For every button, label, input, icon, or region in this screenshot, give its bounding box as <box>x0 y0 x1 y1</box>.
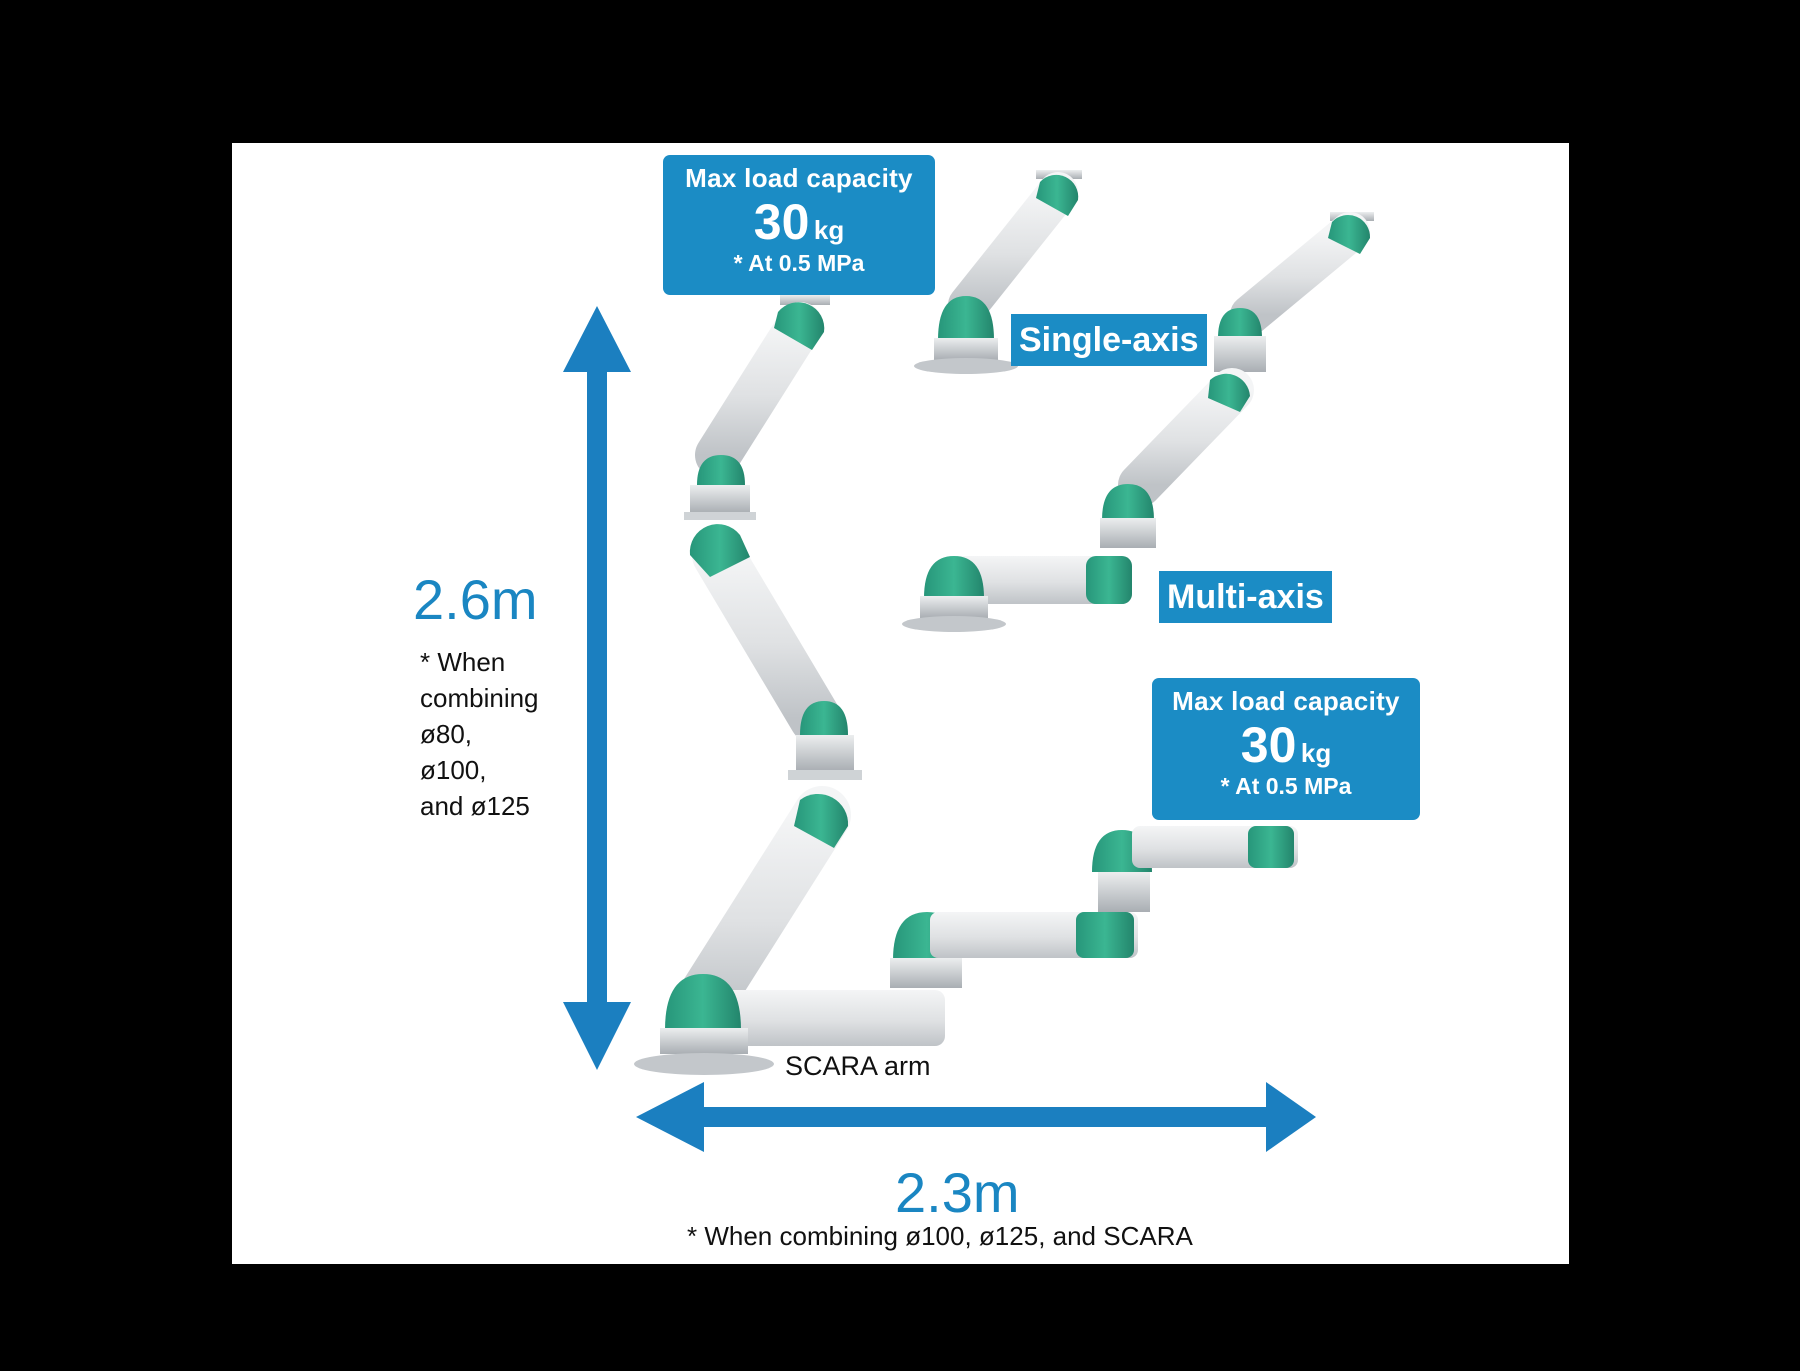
load-capacity-callout-bottom: Max load capacity 30 kg * At 0.5 MPa <box>1152 678 1420 820</box>
callout-heading: Max load capacity <box>685 163 913 193</box>
single-axis-arm <box>914 170 1082 374</box>
width-dimension-note: * When combining ø100, ø125, and SCARA <box>687 1221 1193 1251</box>
multi-axis-arm <box>902 212 1374 632</box>
callout-note: * At 0.5 MPa <box>1220 773 1352 799</box>
callout-unit: kg <box>1300 738 1332 768</box>
callout-note: * At 0.5 MPa <box>733 250 865 276</box>
vertical-dimension-arrow <box>563 306 631 1070</box>
callout-value: 30 <box>1240 717 1297 773</box>
load-capacity-callout-top: Max load capacity 30 kg * At 0.5 MPa <box>663 155 935 295</box>
width-dimension-value: 2.3m <box>895 1161 1020 1224</box>
note-line: combining <box>420 683 539 713</box>
height-dimension-note: * When combining ø80, ø100, and ø125 <box>420 644 539 824</box>
multi-axis-label: Multi-axis <box>1159 571 1332 623</box>
note-line: * When <box>420 647 506 677</box>
tall-arm <box>634 295 1298 1075</box>
note-line: and ø125 <box>420 791 530 821</box>
note-line: ø80, <box>420 719 473 749</box>
horizontal-dimension-arrow <box>636 1082 1316 1152</box>
callout-heading: Max load capacity <box>1172 686 1400 716</box>
callout-value: 30 <box>753 194 810 250</box>
callout-unit: kg <box>813 215 845 245</box>
single-axis-label: Single-axis <box>1011 314 1207 366</box>
height-dimension-value: 2.6m <box>413 568 538 631</box>
scara-arm-label: SCARA arm <box>785 1051 931 1081</box>
note-line: ø100, <box>420 755 487 785</box>
